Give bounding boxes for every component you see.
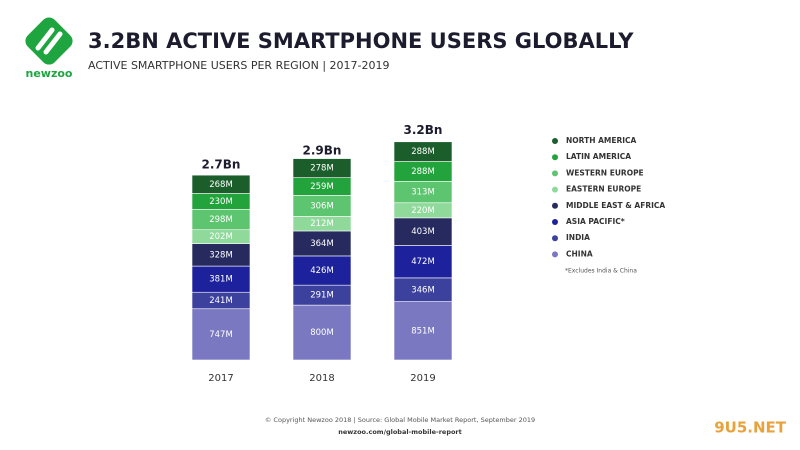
bar-segment [191, 174, 251, 194]
value-label: 298M [209, 215, 233, 225]
logo-mark [25, 17, 73, 65]
value-label: 241M [209, 296, 233, 306]
total-label: 2.7Bn [202, 157, 241, 171]
value-label: 851M [411, 326, 435, 336]
bar-segment [191, 308, 251, 361]
legend-label: ASIA PACIFIC* [566, 217, 625, 226]
watermark: 9U5.NET [714, 419, 787, 437]
value-label: 220M [411, 206, 435, 216]
legend-swatch [552, 235, 558, 242]
legend-label: CHINA [566, 249, 593, 258]
value-label: 230M [209, 197, 233, 207]
source: © Copyright Newzoo 2018 | Source: Global… [265, 416, 535, 424]
value-label: 306M [310, 201, 334, 211]
value-label: 313M [411, 188, 435, 198]
value-label: 259M [310, 182, 334, 192]
value-label: 426M [310, 266, 334, 276]
value-label: 268M [209, 180, 233, 190]
logo-text: newzoo [26, 67, 73, 80]
bar-segment [393, 301, 453, 361]
legend-swatch [552, 138, 558, 144]
legend-swatch [552, 170, 558, 177]
bar-segment [292, 158, 352, 178]
bar-segment [292, 230, 352, 257]
total-label: 3.2Bn [404, 123, 443, 137]
legend-swatch [552, 154, 558, 161]
value-label: 291M [310, 291, 334, 301]
value-label: 346M [411, 285, 435, 295]
legend-swatch [552, 186, 558, 193]
value-label: 800M [310, 328, 334, 338]
value-label: 403M [411, 227, 435, 237]
chart-title: 3.2BN ACTIVE SMARTPHONE USERS GLOBALLY [88, 29, 634, 53]
legend-label: EASTERN EUROPE [566, 185, 641, 194]
legend-label: MIDDLE EAST & AFRICA [566, 201, 665, 210]
value-label: 328M [209, 250, 233, 260]
value-label: 288M [411, 167, 435, 177]
value-label: 278M [310, 164, 334, 174]
x-tick-label: 2018 [309, 373, 334, 384]
bar-segment [393, 245, 453, 279]
value-label: 364M [310, 239, 334, 249]
x-tick-label: 2017 [208, 373, 233, 384]
total-label: 2.9Bn [303, 144, 342, 158]
legend-swatch [552, 219, 558, 225]
footnote: *Excludes India & China [565, 268, 637, 275]
value-label: 747M [209, 330, 233, 340]
legend-swatch [552, 202, 558, 209]
value-label: 202M [209, 232, 233, 242]
x-tick-label: 2019 [410, 373, 435, 384]
legend-label: WESTERN EUROPE [566, 168, 644, 177]
source-url: newzoo.com/global-mobile-report [338, 428, 462, 436]
value-label: 212M [310, 219, 334, 229]
legend-label: NORTH AMERICA [566, 136, 637, 145]
chart-subtitle: ACTIVE SMARTPHONE USERS PER REGION | 201… [88, 59, 389, 72]
value-label: 472M [411, 257, 435, 267]
legend-label: LATIN AMERICA [566, 152, 631, 161]
value-label: 288M [411, 147, 435, 157]
legend-label: INDIA [566, 233, 590, 242]
value-label: 381M [209, 275, 233, 285]
bar-segment [393, 141, 453, 162]
legend-swatch [552, 251, 558, 258]
